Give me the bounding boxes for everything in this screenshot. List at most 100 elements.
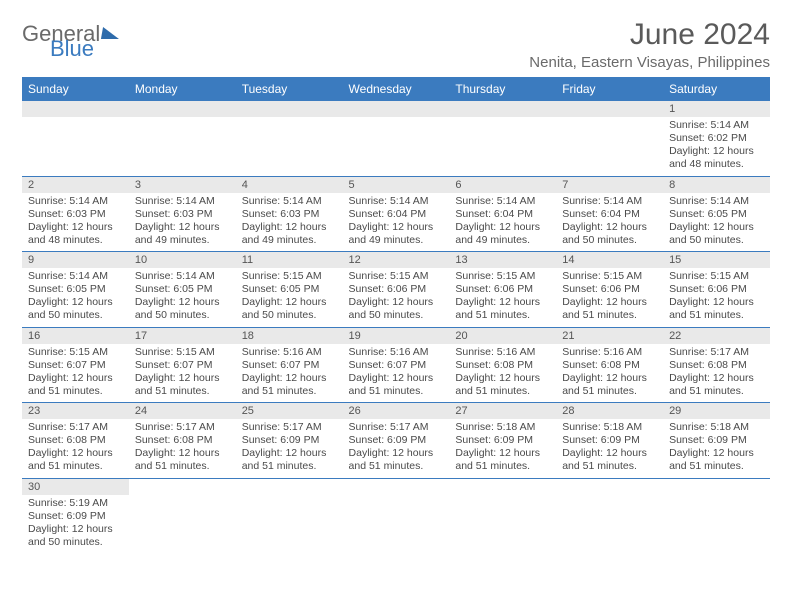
day-details: Sunrise: 5:15 AMSunset: 6:07 PMDaylight:… xyxy=(22,344,129,403)
day-details: Sunrise: 5:17 AMSunset: 6:09 PMDaylight:… xyxy=(343,419,450,478)
day-details xyxy=(449,495,556,501)
day-number: 29 xyxy=(663,403,770,419)
day-details xyxy=(236,495,343,501)
day-details: Sunrise: 5:14 AMSunset: 6:03 PMDaylight:… xyxy=(129,193,236,252)
sunrise-line: Sunrise: 5:15 AM xyxy=(669,270,764,283)
weekday-header: Thursday xyxy=(449,77,556,101)
calendar-day-cell xyxy=(343,101,450,176)
day-number: 1 xyxy=(663,101,770,117)
sunset-line: Sunset: 6:08 PM xyxy=(28,434,123,447)
day-number: 19 xyxy=(343,328,450,344)
weekday-header: Wednesday xyxy=(343,77,450,101)
daylight-line: Daylight: 12 hours and 51 minutes. xyxy=(242,372,337,398)
sunset-line: Sunset: 6:04 PM xyxy=(349,208,444,221)
sunset-line: Sunset: 6:07 PM xyxy=(349,359,444,372)
daylight-line: Daylight: 12 hours and 51 minutes. xyxy=(349,372,444,398)
calendar-day-cell: 26Sunrise: 5:17 AMSunset: 6:09 PMDayligh… xyxy=(343,403,450,479)
day-details: Sunrise: 5:15 AMSunset: 6:06 PMDaylight:… xyxy=(343,268,450,327)
weekday-header: Tuesday xyxy=(236,77,343,101)
day-number: 12 xyxy=(343,252,450,268)
day-number: 4 xyxy=(236,177,343,193)
day-number: 20 xyxy=(449,328,556,344)
day-details: Sunrise: 5:14 AMSunset: 6:02 PMDaylight:… xyxy=(663,117,770,176)
day-number xyxy=(556,479,663,495)
calendar-day-cell: 21Sunrise: 5:16 AMSunset: 6:08 PMDayligh… xyxy=(556,327,663,403)
day-details: Sunrise: 5:18 AMSunset: 6:09 PMDaylight:… xyxy=(449,419,556,478)
calendar-table: Sunday Monday Tuesday Wednesday Thursday… xyxy=(22,77,770,553)
sunset-line: Sunset: 6:02 PM xyxy=(669,132,764,145)
day-details xyxy=(556,495,663,501)
sunrise-line: Sunrise: 5:14 AM xyxy=(28,270,123,283)
sunset-line: Sunset: 6:05 PM xyxy=(669,208,764,221)
calendar-day-cell: 7Sunrise: 5:14 AMSunset: 6:04 PMDaylight… xyxy=(556,176,663,252)
weekday-header: Saturday xyxy=(663,77,770,101)
sunrise-line: Sunrise: 5:14 AM xyxy=(669,195,764,208)
sunset-line: Sunset: 6:03 PM xyxy=(135,208,230,221)
sunset-line: Sunset: 6:09 PM xyxy=(669,434,764,447)
sunrise-line: Sunrise: 5:14 AM xyxy=(135,195,230,208)
daylight-line: Daylight: 12 hours and 51 minutes. xyxy=(455,296,550,322)
calendar-day-cell: 14Sunrise: 5:15 AMSunset: 6:06 PMDayligh… xyxy=(556,252,663,328)
sunrise-line: Sunrise: 5:15 AM xyxy=(28,346,123,359)
calendar-day-cell: 28Sunrise: 5:18 AMSunset: 6:09 PMDayligh… xyxy=(556,403,663,479)
day-number: 13 xyxy=(449,252,556,268)
month-title: June 2024 xyxy=(529,18,770,52)
calendar-week-row: 9Sunrise: 5:14 AMSunset: 6:05 PMDaylight… xyxy=(22,252,770,328)
sunset-line: Sunset: 6:07 PM xyxy=(28,359,123,372)
calendar-day-cell: 27Sunrise: 5:18 AMSunset: 6:09 PMDayligh… xyxy=(449,403,556,479)
calendar-day-cell: 18Sunrise: 5:16 AMSunset: 6:07 PMDayligh… xyxy=(236,327,343,403)
sunset-line: Sunset: 6:06 PM xyxy=(562,283,657,296)
daylight-line: Daylight: 12 hours and 51 minutes. xyxy=(562,296,657,322)
sunset-line: Sunset: 6:09 PM xyxy=(455,434,550,447)
sunset-line: Sunset: 6:03 PM xyxy=(28,208,123,221)
day-details xyxy=(343,495,450,501)
day-number: 23 xyxy=(22,403,129,419)
calendar-day-cell: 25Sunrise: 5:17 AMSunset: 6:09 PMDayligh… xyxy=(236,403,343,479)
calendar-day-cell xyxy=(556,101,663,176)
daylight-line: Daylight: 12 hours and 49 minutes. xyxy=(349,221,444,247)
calendar-day-cell: 6Sunrise: 5:14 AMSunset: 6:04 PMDaylight… xyxy=(449,176,556,252)
sunset-line: Sunset: 6:08 PM xyxy=(135,434,230,447)
day-details: Sunrise: 5:17 AMSunset: 6:08 PMDaylight:… xyxy=(663,344,770,403)
day-details: Sunrise: 5:14 AMSunset: 6:05 PMDaylight:… xyxy=(22,268,129,327)
sunrise-line: Sunrise: 5:14 AM xyxy=(455,195,550,208)
sunset-line: Sunset: 6:09 PM xyxy=(28,510,123,523)
sunset-line: Sunset: 6:07 PM xyxy=(242,359,337,372)
daylight-line: Daylight: 12 hours and 51 minutes. xyxy=(135,372,230,398)
calendar-day-cell: 13Sunrise: 5:15 AMSunset: 6:06 PMDayligh… xyxy=(449,252,556,328)
day-number: 17 xyxy=(129,328,236,344)
sunrise-line: Sunrise: 5:17 AM xyxy=(135,421,230,434)
calendar-week-row: 2Sunrise: 5:14 AMSunset: 6:03 PMDaylight… xyxy=(22,176,770,252)
day-number: 22 xyxy=(663,328,770,344)
title-block: June 2024 Nenita, Eastern Visayas, Phili… xyxy=(529,18,770,71)
daylight-line: Daylight: 12 hours and 51 minutes. xyxy=(135,447,230,473)
calendar-day-cell: 16Sunrise: 5:15 AMSunset: 6:07 PMDayligh… xyxy=(22,327,129,403)
day-number: 2 xyxy=(22,177,129,193)
day-details: Sunrise: 5:15 AMSunset: 6:06 PMDaylight:… xyxy=(449,268,556,327)
calendar-day-cell: 10Sunrise: 5:14 AMSunset: 6:05 PMDayligh… xyxy=(129,252,236,328)
daylight-line: Daylight: 12 hours and 51 minutes. xyxy=(669,447,764,473)
calendar-day-cell: 2Sunrise: 5:14 AMSunset: 6:03 PMDaylight… xyxy=(22,176,129,252)
sunrise-line: Sunrise: 5:15 AM xyxy=(135,346,230,359)
day-details: Sunrise: 5:18 AMSunset: 6:09 PMDaylight:… xyxy=(663,419,770,478)
day-details: Sunrise: 5:19 AMSunset: 6:09 PMDaylight:… xyxy=(22,495,129,554)
day-number: 28 xyxy=(556,403,663,419)
day-details: Sunrise: 5:17 AMSunset: 6:08 PMDaylight:… xyxy=(22,419,129,478)
sunrise-line: Sunrise: 5:17 AM xyxy=(242,421,337,434)
day-details: Sunrise: 5:16 AMSunset: 6:08 PMDaylight:… xyxy=(556,344,663,403)
sunrise-line: Sunrise: 5:18 AM xyxy=(455,421,550,434)
sunset-line: Sunset: 6:06 PM xyxy=(349,283,444,296)
flag-icon xyxy=(101,27,121,39)
location-subtitle: Nenita, Eastern Visayas, Philippines xyxy=(529,54,770,71)
calendar-day-cell: 23Sunrise: 5:17 AMSunset: 6:08 PMDayligh… xyxy=(22,403,129,479)
daylight-line: Daylight: 12 hours and 50 minutes. xyxy=(562,221,657,247)
day-details xyxy=(236,117,343,123)
daylight-line: Daylight: 12 hours and 49 minutes. xyxy=(242,221,337,247)
day-number xyxy=(556,101,663,117)
calendar-day-cell: 20Sunrise: 5:16 AMSunset: 6:08 PMDayligh… xyxy=(449,327,556,403)
day-number: 10 xyxy=(129,252,236,268)
sunrise-line: Sunrise: 5:14 AM xyxy=(349,195,444,208)
calendar-day-cell: 5Sunrise: 5:14 AMSunset: 6:04 PMDaylight… xyxy=(343,176,450,252)
calendar-day-cell xyxy=(129,101,236,176)
day-details xyxy=(129,117,236,123)
